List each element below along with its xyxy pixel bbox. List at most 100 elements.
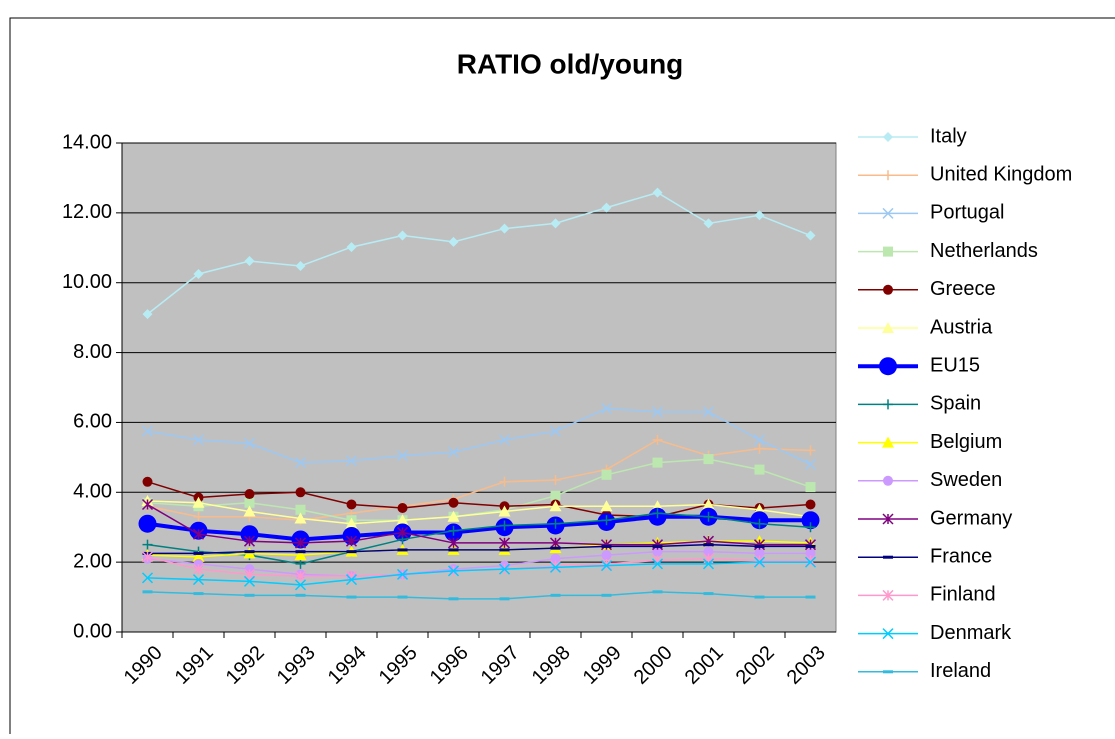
data-point bbox=[549, 500, 562, 512]
data-point bbox=[600, 539, 613, 551]
y-tick-label: 0.00 bbox=[73, 620, 112, 642]
data-point bbox=[294, 537, 307, 549]
data-point bbox=[652, 546, 663, 557]
series-line bbox=[147, 512, 811, 565]
series-line bbox=[147, 407, 811, 466]
data-point bbox=[243, 437, 256, 449]
legend-marker bbox=[882, 322, 894, 333]
data-point bbox=[702, 558, 715, 570]
series-line bbox=[147, 591, 811, 600]
data-point bbox=[447, 537, 460, 549]
series-line bbox=[147, 191, 811, 315]
legend-marker bbox=[883, 475, 893, 486]
legend-label: Sweden bbox=[930, 469, 1002, 491]
data-point bbox=[295, 504, 306, 515]
data-point bbox=[549, 537, 562, 549]
data-point bbox=[243, 575, 256, 587]
data-point bbox=[498, 434, 511, 446]
data-point bbox=[447, 446, 460, 458]
data-point bbox=[652, 457, 663, 468]
data-point bbox=[651, 558, 664, 570]
data-point bbox=[753, 554, 766, 566]
data-point bbox=[498, 563, 511, 575]
legend-label: Spain bbox=[930, 393, 981, 415]
legend-label: Ireland bbox=[930, 660, 991, 682]
y-tick-label: 12.00 bbox=[62, 201, 112, 223]
data-point bbox=[753, 556, 766, 568]
data-point bbox=[193, 268, 204, 279]
data-point bbox=[448, 497, 459, 508]
data-point bbox=[244, 256, 255, 267]
legend-marker bbox=[883, 246, 893, 257]
y-tick-label: 10.00 bbox=[62, 271, 112, 293]
legend-label: Denmark bbox=[930, 622, 1012, 644]
legend-label: Belgium bbox=[930, 431, 1002, 453]
data-point bbox=[192, 574, 205, 586]
data-point bbox=[345, 535, 358, 547]
legend-label: Austria bbox=[930, 316, 993, 338]
data-point bbox=[295, 260, 306, 271]
data-point bbox=[192, 528, 205, 540]
legend-label: France bbox=[930, 545, 992, 567]
data-point bbox=[702, 553, 715, 565]
data-point bbox=[192, 434, 205, 446]
data-point bbox=[600, 560, 613, 572]
data-point bbox=[804, 556, 817, 568]
data-point bbox=[499, 223, 510, 234]
data-point bbox=[193, 511, 204, 522]
y-tick-label: 4.00 bbox=[73, 481, 112, 503]
y-tick-label: 8.00 bbox=[73, 341, 112, 363]
series-line bbox=[147, 550, 811, 577]
data-point bbox=[447, 565, 460, 577]
series-line bbox=[147, 503, 811, 546]
legend-marker bbox=[882, 436, 894, 448]
data-point bbox=[550, 490, 561, 501]
data-point bbox=[192, 563, 205, 575]
data-point bbox=[754, 548, 765, 559]
data-point bbox=[652, 508, 663, 519]
legend-label: Netherlands bbox=[930, 240, 1038, 262]
data-point bbox=[754, 210, 765, 221]
data-point bbox=[804, 554, 817, 566]
data-point bbox=[294, 512, 307, 524]
data-point bbox=[804, 539, 817, 551]
data-point bbox=[651, 539, 664, 551]
legend-marker bbox=[883, 132, 893, 142]
data-point bbox=[448, 525, 459, 536]
data-point bbox=[703, 454, 714, 465]
legend-label: Italy bbox=[930, 125, 967, 147]
data-point bbox=[397, 230, 408, 241]
data-point bbox=[295, 558, 306, 569]
data-point bbox=[294, 579, 307, 591]
data-point bbox=[702, 498, 715, 510]
data-point bbox=[549, 561, 562, 573]
legend-label: Portugal bbox=[930, 202, 1005, 224]
data-point bbox=[142, 476, 153, 487]
data-point bbox=[651, 406, 664, 418]
legend-marker bbox=[883, 284, 893, 295]
series-line bbox=[147, 439, 811, 521]
data-point bbox=[396, 450, 409, 462]
data-point bbox=[498, 505, 511, 517]
y-tick-label: 6.00 bbox=[73, 411, 112, 433]
legend-marker bbox=[882, 628, 894, 640]
data-point bbox=[805, 499, 816, 510]
data-point bbox=[550, 553, 561, 564]
series-line bbox=[147, 458, 811, 521]
y-tick-label: 2.00 bbox=[73, 550, 112, 572]
data-point bbox=[600, 500, 613, 512]
data-point bbox=[192, 550, 205, 562]
data-point bbox=[753, 539, 766, 551]
data-point bbox=[549, 425, 562, 437]
data-point bbox=[804, 458, 817, 470]
data-point bbox=[549, 560, 562, 572]
data-point bbox=[192, 496, 205, 508]
legend-label: Germany bbox=[930, 507, 1012, 529]
data-point bbox=[396, 514, 409, 526]
legend-marker bbox=[879, 357, 897, 376]
legend-label: Greece bbox=[930, 278, 996, 300]
data-point bbox=[753, 434, 766, 446]
chart-title: RATIO old/young bbox=[457, 48, 684, 79]
data-point bbox=[244, 497, 255, 508]
data-point bbox=[550, 218, 561, 229]
